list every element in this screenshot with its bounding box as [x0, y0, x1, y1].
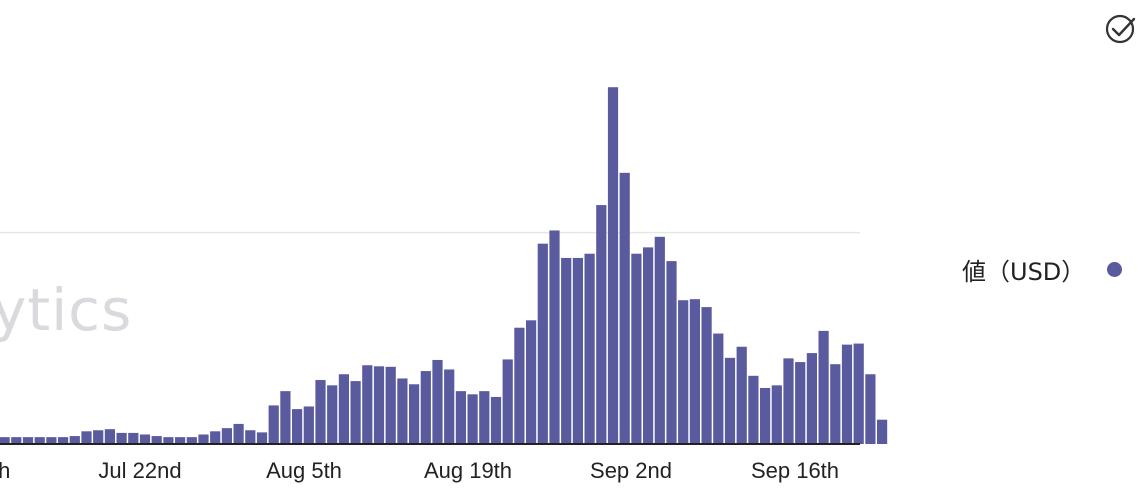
- bar[interactable]: [678, 300, 689, 444]
- bar[interactable]: [210, 431, 221, 444]
- bar[interactable]: [701, 307, 712, 444]
- bar[interactable]: [818, 330, 829, 444]
- legend-label: 値（USD）: [962, 258, 1086, 286]
- x-tick-label: Sep 2nd: [590, 458, 672, 483]
- bar[interactable]: [303, 406, 314, 444]
- bar[interactable]: [11, 437, 22, 444]
- bar[interactable]: [245, 430, 256, 444]
- x-axis-ticks: Jul 8th Jul 22nd Aug 5th Aug 19th Sep 2nd Sep…: [0, 458, 839, 483]
- bar[interactable]: [724, 357, 736, 444]
- bar[interactable]: [877, 419, 888, 444]
- x-tick-label: Aug 5th: [266, 458, 342, 483]
- bar[interactable]: [771, 385, 782, 444]
- bar[interactable]: [22, 437, 34, 444]
- bar[interactable]: [795, 362, 806, 444]
- bar[interactable]: [666, 261, 677, 444]
- bar[interactable]: [397, 378, 408, 444]
- bar[interactable]: [654, 236, 665, 444]
- bar[interactable]: [584, 253, 595, 444]
- bar[interactable]: [151, 436, 162, 444]
- bar[interactable]: [841, 344, 853, 444]
- bar[interactable]: [479, 391, 490, 444]
- watermark-text: ytics: [0, 276, 133, 344]
- bar[interactable]: [444, 369, 455, 444]
- bar[interactable]: [186, 437, 197, 444]
- x-tick-label: Sep 16th: [751, 458, 839, 483]
- bar[interactable]: [526, 320, 537, 444]
- bar[interactable]: [81, 431, 92, 444]
- x-tick-label: Jul 8th: [0, 458, 10, 483]
- bar[interactable]: [268, 405, 279, 444]
- check-circle-icon[interactable]: [1104, 12, 1138, 46]
- bar[interactable]: [409, 384, 420, 444]
- bar[interactable]: [175, 437, 186, 444]
- x-tick-label: Jul 22nd: [98, 458, 181, 483]
- legend-swatch: [1107, 262, 1123, 277]
- bar[interactable]: [561, 257, 572, 444]
- bar[interactable]: [572, 257, 583, 444]
- bar[interactable]: [736, 346, 747, 444]
- bar[interactable]: [783, 358, 794, 444]
- bar[interactable]: [116, 432, 127, 444]
- bar[interactable]: [748, 375, 759, 444]
- bar[interactable]: [327, 385, 338, 444]
- bar[interactable]: [385, 366, 396, 444]
- bar[interactable]: [537, 243, 548, 444]
- bar[interactable]: [596, 205, 607, 444]
- bar[interactable]: [549, 230, 560, 444]
- bar[interactable]: [373, 366, 385, 444]
- bar[interactable]: [865, 374, 876, 444]
- bar[interactable]: [46, 437, 57, 444]
- bar[interactable]: [455, 391, 466, 444]
- bar[interactable]: [643, 247, 654, 444]
- bar[interactable]: [93, 430, 104, 444]
- bar[interactable]: [139, 434, 151, 444]
- bar[interactable]: [607, 87, 619, 444]
- bar[interactable]: [467, 394, 478, 444]
- bar[interactable]: [853, 343, 864, 444]
- bar[interactable]: [350, 381, 361, 444]
- bar[interactable]: [292, 409, 303, 444]
- bar[interactable]: [713, 333, 724, 444]
- bar[interactable]: [104, 429, 115, 444]
- bar[interactable]: [362, 365, 373, 444]
- bar[interactable]: [128, 432, 139, 444]
- bar[interactable]: [58, 437, 69, 444]
- bar[interactable]: [420, 371, 431, 444]
- x-tick-label: Aug 19th: [424, 458, 512, 483]
- bar[interactable]: [502, 359, 513, 444]
- bar[interactable]: [280, 391, 291, 444]
- bar[interactable]: [256, 432, 268, 444]
- bar[interactable]: [432, 359, 443, 444]
- bar[interactable]: [631, 253, 642, 444]
- bar[interactable]: [806, 353, 817, 444]
- bar[interactable]: [619, 172, 630, 445]
- bars-group: [0, 87, 888, 445]
- bar[interactable]: [0, 437, 10, 444]
- bar[interactable]: [315, 380, 326, 444]
- bar[interactable]: [689, 299, 700, 444]
- bar[interactable]: [34, 437, 45, 444]
- bar[interactable]: [490, 396, 502, 444]
- bar[interactable]: [514, 327, 525, 444]
- legend[interactable]: 値（USD）: [962, 252, 1123, 287]
- bar[interactable]: [69, 436, 80, 444]
- bar[interactable]: [198, 434, 209, 444]
- bar[interactable]: [830, 364, 841, 444]
- bar[interactable]: [163, 437, 174, 444]
- bar[interactable]: [221, 428, 232, 444]
- bar[interactable]: [233, 423, 244, 444]
- bar[interactable]: [760, 387, 771, 444]
- bar[interactable]: [338, 374, 349, 444]
